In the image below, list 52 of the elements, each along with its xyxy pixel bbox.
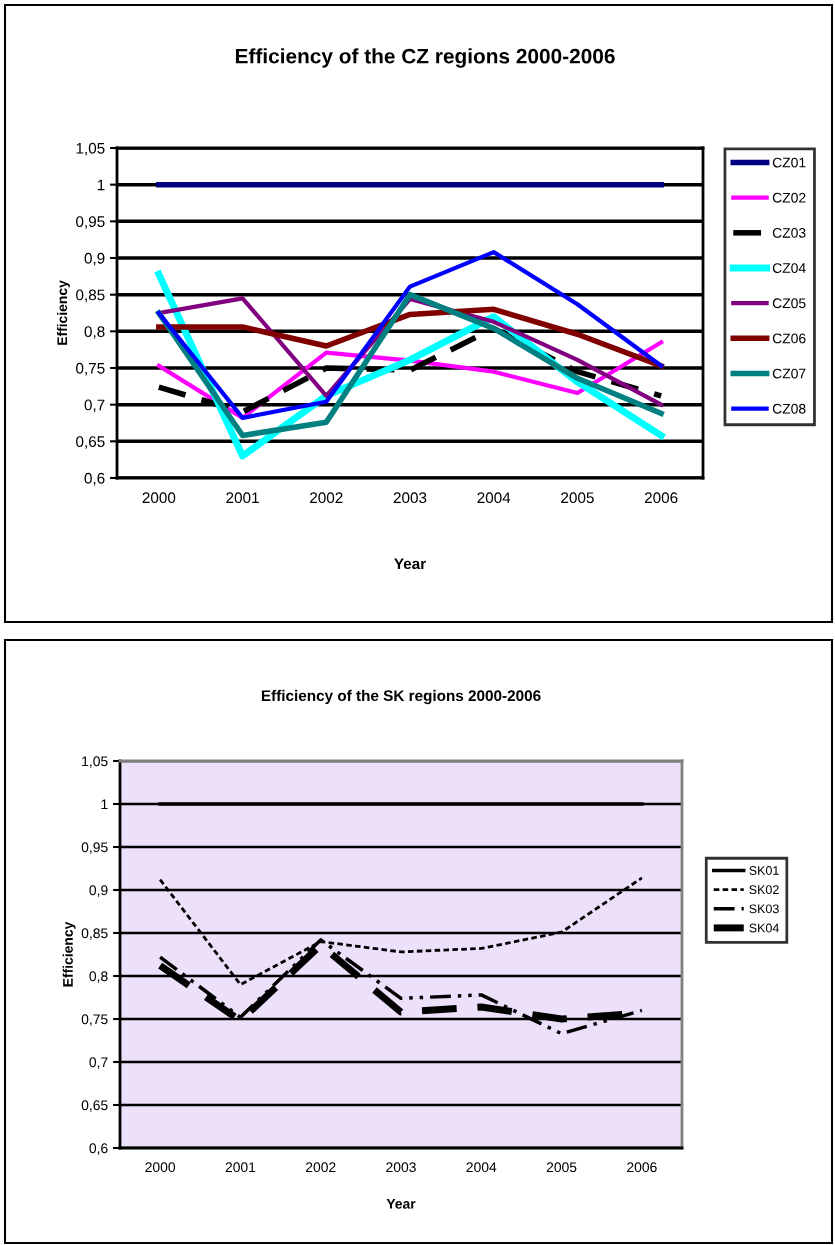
legend-label: CZ03 [772,227,806,238]
y-tick-label: 0,6 [84,472,105,486]
y-axis-title: Efficiency [56,280,70,345]
chart-title: Efficiency of the SK regions 2000-2006 [261,689,541,705]
x-tick-label: 2004 [477,492,511,504]
y-tick-label: 0,85 [76,289,105,303]
y-tick-label: 1 [97,179,105,191]
y-tick-label: 0,6 [89,1143,108,1155]
legend-label: SK01 [749,866,779,875]
y-tick-label: 0,9 [84,252,105,266]
legend-label: CZ07 [772,368,806,379]
y-tick-label: 1 [101,799,108,810]
legend-label: CZ02 [772,192,806,203]
y-tick-label: 0,8 [84,326,105,339]
x-tick-label: 2006 [644,492,678,504]
x-tick-label: 2003 [386,1162,416,1173]
y-tick-label: 0,9 [89,885,108,897]
y-tick-label: 0,7 [84,399,105,413]
y-tick-label: 0,75 [81,1014,108,1026]
legend-label: SK02 [749,885,779,895]
x-tick-label: 2005 [561,492,594,504]
x-tick-label: 2000 [145,1162,176,1173]
x-tick-label: 2001 [225,1162,256,1173]
y-tick-label: 1,05 [76,142,105,156]
legend-label: SK04 [749,923,779,933]
x-tick-label: 2005 [546,1162,577,1173]
y-tick-label: 0,65 [81,1100,108,1112]
y-tick-label: 0,65 [76,436,105,449]
y-tick-label: 0,7 [89,1057,108,1069]
legend-label: SK03 [749,904,779,914]
y-tick-label: 0,95 [76,216,105,229]
x-tick-label: 2000 [142,492,176,504]
legend-label: CZ05 [772,298,806,309]
legend-label: CZ08 [772,403,806,414]
x-tick-label: 2001 [226,492,259,504]
x-tick-label: 2002 [310,492,343,504]
y-tick-label: 0,95 [81,842,108,854]
chart-title: Efficiency of the CZ regions 2000-2006 [235,48,615,68]
legend-label: CZ01 [772,157,806,168]
x-axis-title: Year [394,558,426,570]
y-tick-label: 0,85 [81,928,108,940]
y-tick-label: 0,75 [76,362,105,376]
y-tick-label: 1,05 [82,756,108,768]
x-tick-label: 2003 [393,492,427,504]
y-axis-title: Efficiency [62,921,76,987]
x-tick-label: 2004 [466,1162,497,1173]
x-tick-label: 2002 [305,1162,336,1173]
legend-label: CZ04 [772,263,806,273]
legend-label: CZ06 [772,333,806,344]
x-axis-title: Year [386,1199,416,1209]
y-tick-label: 0,8 [89,971,108,983]
x-tick-label: 2006 [627,1162,657,1173]
